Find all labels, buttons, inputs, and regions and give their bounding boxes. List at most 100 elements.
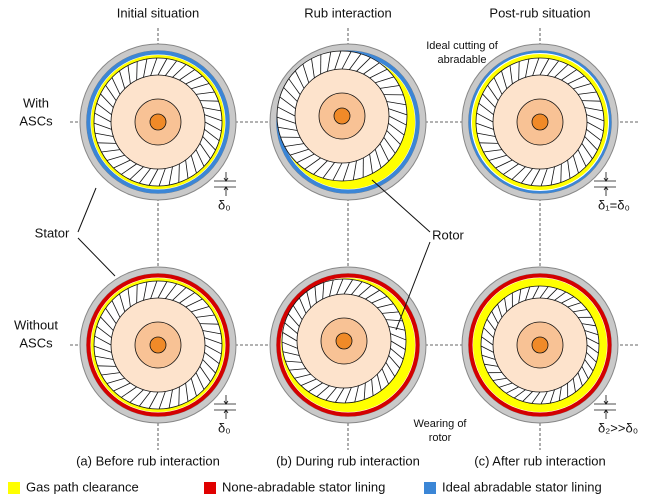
caption: (a) Before rub interaction	[76, 453, 220, 468]
blade	[481, 354, 496, 360]
blade	[385, 362, 396, 377]
blade	[349, 53, 362, 70]
blade	[573, 83, 592, 90]
blade	[294, 70, 305, 89]
blade	[199, 100, 219, 102]
blade	[157, 58, 168, 76]
blade	[334, 50, 342, 70]
blade	[138, 168, 151, 184]
blade	[509, 65, 513, 85]
blade	[581, 100, 601, 102]
blade	[379, 85, 400, 89]
blade	[497, 303, 503, 318]
blade	[531, 391, 541, 404]
blade	[586, 114, 605, 122]
blade	[150, 280, 158, 299]
blade	[554, 64, 569, 78]
blade	[561, 296, 575, 304]
blade	[486, 318, 496, 331]
blade	[195, 314, 215, 318]
blade	[518, 289, 522, 304]
rotor-shaft	[333, 107, 351, 125]
stator-lining	[468, 50, 612, 194]
annotation: Wearing of	[414, 418, 468, 430]
blade	[302, 63, 310, 83]
blade	[336, 278, 344, 295]
blade	[129, 166, 144, 180]
blade	[93, 345, 112, 353]
blade	[100, 316, 114, 331]
blade	[195, 149, 205, 167]
blade	[369, 153, 373, 174]
blade	[371, 378, 374, 396]
legend-label: Gas path clearance	[26, 479, 139, 494]
blade	[577, 149, 587, 167]
blade	[100, 93, 114, 108]
blade	[560, 163, 562, 183]
blade	[354, 385, 359, 403]
blade	[483, 327, 494, 338]
blade	[150, 57, 158, 76]
blade	[518, 61, 520, 81]
rotor-label: Rotor	[432, 227, 464, 242]
rotor-shaft	[149, 113, 167, 131]
blade	[313, 160, 328, 175]
blade	[522, 391, 533, 402]
blade	[199, 366, 211, 382]
blade	[572, 155, 579, 174]
blade	[558, 386, 562, 401]
blade	[296, 153, 315, 164]
blade	[481, 336, 494, 346]
blade	[277, 106, 296, 117]
blade	[584, 330, 599, 336]
blade	[168, 166, 173, 186]
blade	[190, 378, 197, 397]
blade	[501, 70, 508, 89]
stator-lining	[276, 273, 420, 417]
blade	[136, 61, 138, 81]
blade	[185, 159, 189, 179]
blade	[306, 291, 312, 308]
row-label: With	[23, 95, 49, 110]
blade	[532, 285, 540, 299]
blade	[179, 69, 195, 81]
blade	[202, 330, 222, 335]
blade	[287, 313, 300, 327]
blade	[352, 160, 357, 181]
blade	[97, 142, 117, 144]
stator-pointer	[77, 237, 116, 277]
blade	[202, 136, 216, 151]
blade	[283, 87, 298, 102]
blade	[358, 284, 372, 297]
rotor-stator	[269, 266, 427, 424]
blade	[165, 283, 178, 299]
blade	[314, 286, 317, 304]
blade	[204, 114, 223, 122]
annotation: abradable	[438, 54, 487, 66]
blade	[105, 308, 117, 324]
blade	[282, 351, 300, 356]
blade	[554, 291, 567, 301]
row-label: ASCs	[19, 113, 53, 128]
blade	[584, 136, 598, 151]
blade	[388, 108, 408, 116]
blade	[129, 389, 144, 403]
blade	[191, 306, 210, 313]
blade	[168, 389, 173, 409]
blade	[390, 333, 407, 341]
blade	[308, 382, 323, 393]
legend-swatch	[204, 482, 216, 494]
stator-label: Stator	[35, 225, 70, 240]
blade	[491, 310, 499, 324]
blade	[94, 112, 112, 123]
annotation: Ideal cutting of	[426, 40, 498, 52]
blade	[185, 75, 203, 85]
blade	[549, 389, 555, 404]
blade	[143, 58, 148, 78]
blade	[119, 70, 126, 89]
blade	[204, 129, 220, 142]
blade	[316, 385, 330, 398]
blade	[505, 386, 519, 394]
blade	[311, 58, 315, 79]
